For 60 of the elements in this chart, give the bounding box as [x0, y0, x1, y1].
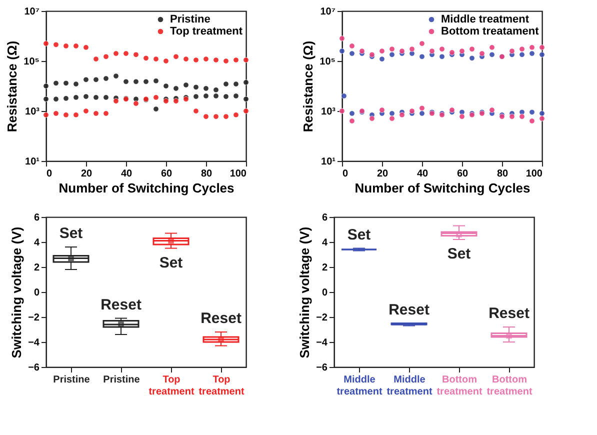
x-tick-label: 60	[456, 168, 468, 180]
annotation: Reset	[388, 301, 430, 318]
y-tick-label: 10⁷	[320, 6, 336, 18]
annotation: Reset	[488, 305, 530, 322]
y-tick-label: 4	[322, 238, 328, 248]
annotation: Set	[159, 254, 183, 272]
annotation: Set	[347, 226, 371, 244]
x-tick-label: Middle treatment	[386, 374, 433, 398]
y-tick-label: −6	[28, 362, 40, 374]
x-tick-label: Bottom treatment	[436, 374, 483, 398]
y-tick-label: 4	[34, 238, 40, 248]
y-tick-label: 2	[34, 262, 40, 274]
x-tick-label: Top treatment	[148, 374, 195, 398]
x-tick-label: 40	[120, 168, 132, 180]
x-tick-label: Middle treatment	[336, 374, 383, 398]
legend-label: Pristine	[170, 14, 210, 26]
x-tick-label: 80	[496, 168, 508, 180]
x-axis-title: Number of Switching Cycles	[58, 180, 234, 196]
legend-label: Top treatment	[170, 26, 243, 38]
x-tick-label: 0	[46, 168, 52, 180]
y-tick-label: −2	[28, 312, 40, 324]
x-tick-label: 80	[200, 168, 212, 180]
y-tick-label: −6	[316, 362, 328, 374]
y-tick-label: 10³	[321, 106, 336, 118]
y-tick-label: 6	[322, 212, 328, 224]
x-tick-label: Top treatment	[198, 374, 245, 398]
y-axis-title: Resistance (Ω)	[4, 40, 20, 132]
x-tick-label: 100	[526, 168, 543, 180]
x-tick-label: Pristine	[103, 374, 140, 386]
x-tick-label: 20	[80, 168, 92, 180]
y-tick-label: 10¹	[25, 156, 40, 168]
y-tick-label: 0	[322, 288, 328, 298]
y-tick-label: 10³	[25, 106, 40, 118]
annotation: Set	[447, 246, 471, 262]
x-tick-label: Pristine	[53, 374, 90, 386]
y-tick-label: −2	[316, 312, 328, 324]
y-tick-label: 0	[34, 288, 40, 298]
y-tick-label: 2	[322, 262, 328, 274]
y-tick-label: 10⁵	[24, 56, 40, 68]
y-axis-title: Switching voltage (V)	[297, 226, 312, 358]
annotation: Reset	[100, 296, 142, 314]
annotation: Set	[59, 225, 83, 242]
x-tick-label: 0	[342, 168, 348, 180]
x-tick-label: 20	[376, 168, 388, 180]
y-axis-title: Switching voltage (V)	[9, 226, 24, 358]
x-tick-label: 40	[416, 168, 428, 180]
x-tick-label: Bottom treatment	[486, 374, 533, 398]
y-tick-label: 10¹	[321, 156, 336, 168]
legend-label: Middle treatment	[441, 14, 530, 26]
x-tick-label: 60	[160, 168, 172, 180]
y-tick-label: −4	[316, 338, 328, 348]
y-tick-label: 6	[34, 212, 40, 224]
x-tick-label: 100	[230, 168, 247, 180]
x-axis-title: Number of Switching Cycles	[354, 180, 530, 196]
annotation: Reset	[200, 310, 242, 327]
legend-label: Bottom treatament	[441, 26, 540, 38]
y-tick-label: 10⁵	[320, 56, 336, 68]
y-tick-label: −4	[28, 338, 40, 348]
y-tick-label: 10⁷	[24, 6, 40, 18]
y-axis-title: Resistance (Ω)	[300, 40, 316, 132]
